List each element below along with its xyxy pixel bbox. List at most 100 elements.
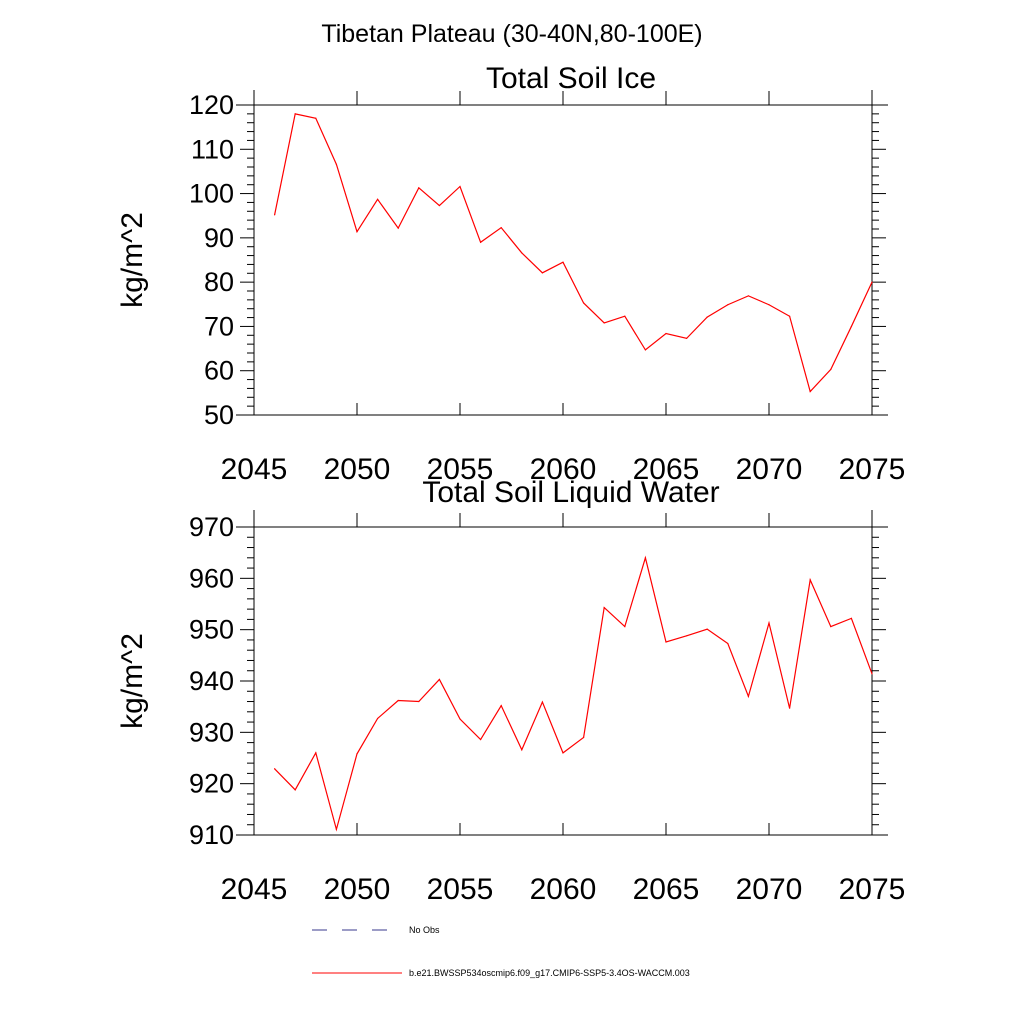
ice-data-point <box>768 304 770 306</box>
liquid-data-point <box>335 828 337 830</box>
liquid-x-tick-label: 2050 <box>324 873 391 906</box>
liquid-x-tick-label: 2055 <box>427 873 494 906</box>
ice-data-point <box>727 304 729 306</box>
ice-data-point <box>644 349 647 351</box>
liquid-data-point <box>727 642 729 645</box>
ice-x-tick-label: 2070 <box>736 453 803 486</box>
liquid-x-tick-label: 2065 <box>633 873 700 906</box>
ice-data-point <box>747 295 750 297</box>
liquid-x-tick-label: 2060 <box>530 873 597 906</box>
liquid-y-tick-label: 910 <box>189 820 234 850</box>
ice-data-point <box>356 231 358 233</box>
ice-data-point <box>438 204 440 207</box>
ice-y-tick-label: 70 <box>204 311 234 341</box>
ice-series-line <box>274 113 873 393</box>
liquid-data-point <box>294 789 296 791</box>
liquid-y-tick-label: 950 <box>189 615 234 645</box>
ice-data-point <box>541 272 544 274</box>
suptitle: Tibetan Plateau (30-40N,80-100E) <box>321 20 702 48</box>
liquid-x-tick-label: 2075 <box>839 873 906 906</box>
ice-x-tick-label: 2060 <box>530 453 597 486</box>
ice-data-point <box>830 368 832 370</box>
liquid-data-point <box>809 579 811 581</box>
ice-data-point <box>686 337 688 339</box>
ice-y-tick-label: 60 <box>204 356 234 386</box>
liquid-data-point <box>830 625 832 628</box>
ice-y-tick-label: 50 <box>204 400 234 430</box>
liquid-data-point <box>789 707 791 709</box>
ice-data-point <box>562 261 564 263</box>
ice-y-tick-label: 120 <box>189 90 234 120</box>
liquid-x-tick-label: 2045 <box>221 873 288 906</box>
ice-data-point <box>850 325 853 328</box>
liquid-data-point <box>562 752 564 754</box>
liquid-data-point <box>274 768 276 770</box>
liquid-data-point <box>315 752 317 754</box>
liquid-data-point <box>500 705 502 707</box>
liquid-y-tick-label: 970 <box>189 512 234 542</box>
ice-data-point <box>665 332 667 335</box>
liquid-data-point <box>583 736 585 739</box>
liquid-axes-frame <box>236 510 888 836</box>
liquid-data-point <box>644 557 647 559</box>
ice-x-tick-label: 2055 <box>427 453 494 486</box>
ice-axes-frame <box>236 90 888 416</box>
liquid-data-point <box>665 641 667 643</box>
liquid-data-point <box>850 617 853 619</box>
ice-y-axis-label: kg/m^2 <box>116 212 149 308</box>
total-soil-liquid-water-panel: Total Soil Liquid Water kg/m^2 910 920 930 94… <box>116 476 905 906</box>
liquid-data-point <box>521 749 523 751</box>
liquid-y-axis-label: kg/m^2 <box>116 633 149 729</box>
ice-data-point <box>377 198 379 200</box>
ice-y-tick-label: 100 <box>189 179 234 209</box>
ice-data-point <box>809 390 811 393</box>
liquid-data-point <box>768 622 770 624</box>
liquid-y-tick-label: 940 <box>189 666 234 696</box>
ice-y-tick-label: 90 <box>204 223 234 253</box>
ice-data-point <box>583 302 585 304</box>
ice-y-tick-label: 110 <box>191 134 234 164</box>
ice-x-tick-label: 2065 <box>633 453 700 486</box>
liquid-data-point <box>706 628 708 630</box>
ice-data-point <box>603 322 605 324</box>
liquid-y-tick-label: 960 <box>189 563 234 593</box>
ice-data-point <box>480 241 482 243</box>
ice-data-point <box>397 227 399 229</box>
liquid-series-line <box>274 555 873 832</box>
ice-data-point <box>500 227 502 229</box>
ice-data-point <box>789 315 791 317</box>
liquid-data-point <box>624 625 626 628</box>
liquid-data-point <box>397 699 399 702</box>
ice-data-point <box>274 214 276 216</box>
total-soil-ice-panel: Total Soil Ice kg/m^2 50 60 70 80 90 100 110 120 2… <box>116 62 905 486</box>
liquid-chart-title: Total Soil Liquid Water <box>422 476 719 509</box>
liquid-data-point <box>459 718 461 720</box>
ice-data-point <box>706 316 708 318</box>
ice-data-point <box>521 252 523 254</box>
liquid-data-point <box>747 695 750 698</box>
liquid-data-point <box>871 673 873 675</box>
ice-data-point <box>871 281 873 283</box>
liquid-data-point <box>541 701 544 703</box>
ice-data-point <box>294 113 296 115</box>
liquid-x-tick-label: 2070 <box>736 873 803 906</box>
liquid-data-point <box>686 635 688 637</box>
liquid-y-tick-label: 920 <box>189 769 234 799</box>
liquid-data-point <box>438 678 440 681</box>
legend-case-label: b.e21.BWSSP534oscmip6.f09_g17.CMIP6-SSP5… <box>409 968 690 978</box>
ice-data-point <box>459 185 461 188</box>
ice-x-tick-label: 2075 <box>839 453 906 486</box>
liquid-data-point <box>356 753 358 755</box>
ice-data-point <box>335 163 337 165</box>
ice-data-point <box>418 187 420 189</box>
liquid-y-tick-label: 930 <box>189 717 234 747</box>
liquid-data-point <box>418 700 420 703</box>
legend-no-obs-label: No Obs <box>409 925 440 935</box>
liquid-data-point <box>377 717 379 720</box>
ice-chart-title: Total Soil Ice <box>486 62 656 95</box>
ice-data-point <box>315 117 317 119</box>
ice-data-point <box>624 315 626 317</box>
ice-x-tick-label: 2045 <box>221 453 288 486</box>
ice-y-tick-label: 80 <box>204 267 234 297</box>
